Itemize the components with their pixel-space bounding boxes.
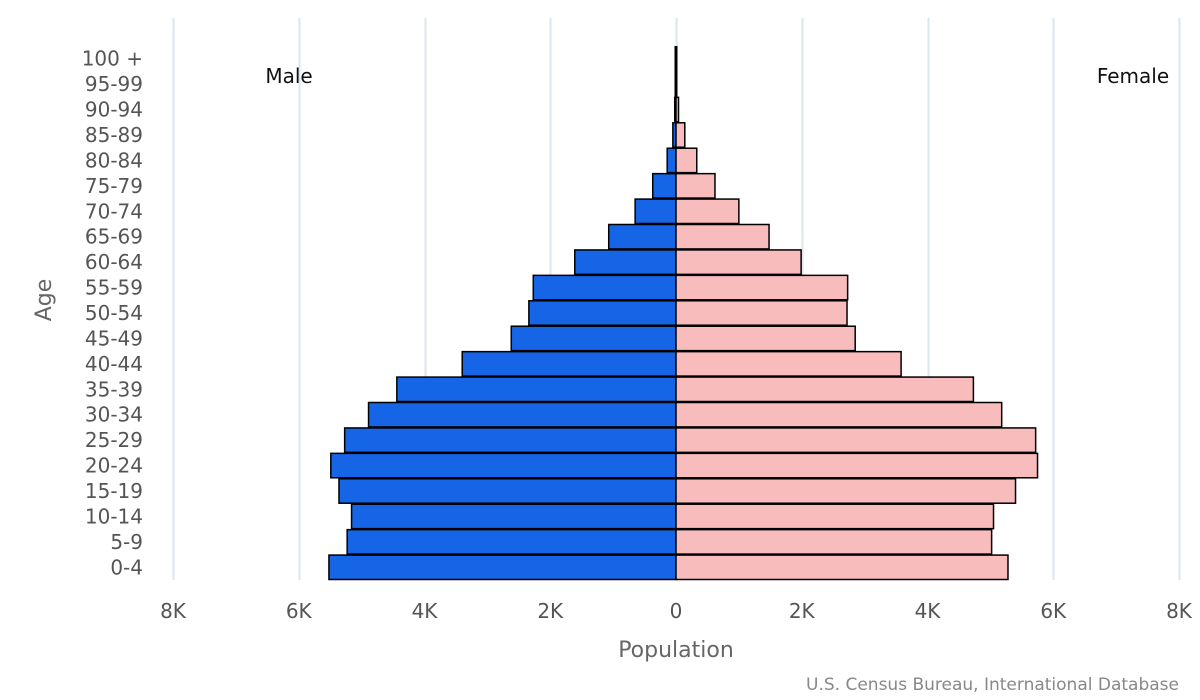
male-bar <box>634 198 677 225</box>
y-tick-label: 40-44 <box>85 352 143 376</box>
y-tick-label: 20-24 <box>85 454 143 478</box>
y-tick-label: 90-94 <box>85 98 143 122</box>
y-tick-label: 85-89 <box>85 123 143 147</box>
y-tick-label: 65-69 <box>85 225 143 249</box>
x-axis-title: Population <box>618 638 734 663</box>
male-bar <box>574 249 677 276</box>
bars <box>328 46 1039 581</box>
female-bar <box>675 325 856 352</box>
x-tick-label: 4K <box>412 599 439 623</box>
male-bar <box>396 376 677 403</box>
y-tick-label: 80-84 <box>85 148 143 172</box>
female-bar <box>675 249 802 276</box>
x-tick-label: 2K <box>789 599 816 623</box>
female-bar <box>675 172 716 199</box>
male-bar <box>338 478 677 504</box>
y-tick-label: 60-64 <box>85 250 143 274</box>
female-bar <box>675 300 848 326</box>
female-label: Female <box>1097 64 1169 88</box>
male-bar <box>651 172 677 199</box>
y-tick-label: 0-4 <box>110 555 143 579</box>
female-bar <box>675 223 770 250</box>
male-bar <box>532 274 677 301</box>
male-bar <box>328 554 677 581</box>
female-bar <box>675 147 698 174</box>
x-tick-label: 4K <box>915 599 942 623</box>
x-tick-label: 8K <box>160 599 187 623</box>
female-bar <box>675 122 686 148</box>
x-axis-ticks: 8K 6K 4K 2K 0 2K 4K 6K 8K <box>160 599 1193 623</box>
y-tick-label: 95-99 <box>85 72 143 96</box>
y-tick-label: 70-74 <box>85 199 143 223</box>
female-bar <box>675 478 1017 504</box>
y-tick-label: 75-79 <box>85 174 143 198</box>
male-bar <box>666 147 677 174</box>
female-bar <box>675 528 993 555</box>
y-tick-label: 10-14 <box>85 504 143 528</box>
y-axis-ticks: 0-45-910-1415-1920-2425-2930-3435-3940-4… <box>82 47 143 580</box>
female-bar <box>675 427 1037 454</box>
male-bar <box>367 401 677 428</box>
female-bar <box>675 198 740 225</box>
male-bar <box>528 300 677 326</box>
female-bar <box>675 554 1009 581</box>
female-bar <box>675 350 902 377</box>
y-tick-label: 25-29 <box>85 428 143 452</box>
male-bar <box>607 223 677 250</box>
source-credit: U.S. Census Bureau, International Databa… <box>806 675 1179 695</box>
male-bar <box>346 528 677 555</box>
x-tick-label: 2K <box>537 599 564 623</box>
female-bar <box>675 274 849 301</box>
y-tick-label: 5-9 <box>110 530 143 554</box>
y-tick-label: 30-34 <box>85 403 143 427</box>
male-bar <box>350 503 677 530</box>
x-tick-label: 6K <box>286 599 313 623</box>
x-tick-label: 0 <box>670 599 683 623</box>
female-bar <box>675 401 1003 428</box>
female-bar <box>675 452 1039 479</box>
y-tick-label: 15-19 <box>85 479 143 503</box>
male-bar <box>330 452 677 479</box>
female-bar <box>675 503 995 530</box>
x-tick-label: 8K <box>1166 599 1193 623</box>
male-label: Male <box>265 64 312 88</box>
female-bar <box>675 376 975 403</box>
y-tick-label: 35-39 <box>85 377 143 401</box>
y-axis-title: Age <box>32 279 57 322</box>
y-tick-label: 100 + <box>82 47 143 71</box>
male-bar <box>461 350 677 377</box>
y-tick-label: 45-49 <box>85 326 143 350</box>
female-bar <box>675 96 680 123</box>
y-tick-label: 55-59 <box>85 276 143 300</box>
male-bar <box>510 325 677 352</box>
y-tick-label: 50-54 <box>85 301 143 325</box>
x-tick-label: 6K <box>1040 599 1067 623</box>
male-bar <box>343 427 677 454</box>
